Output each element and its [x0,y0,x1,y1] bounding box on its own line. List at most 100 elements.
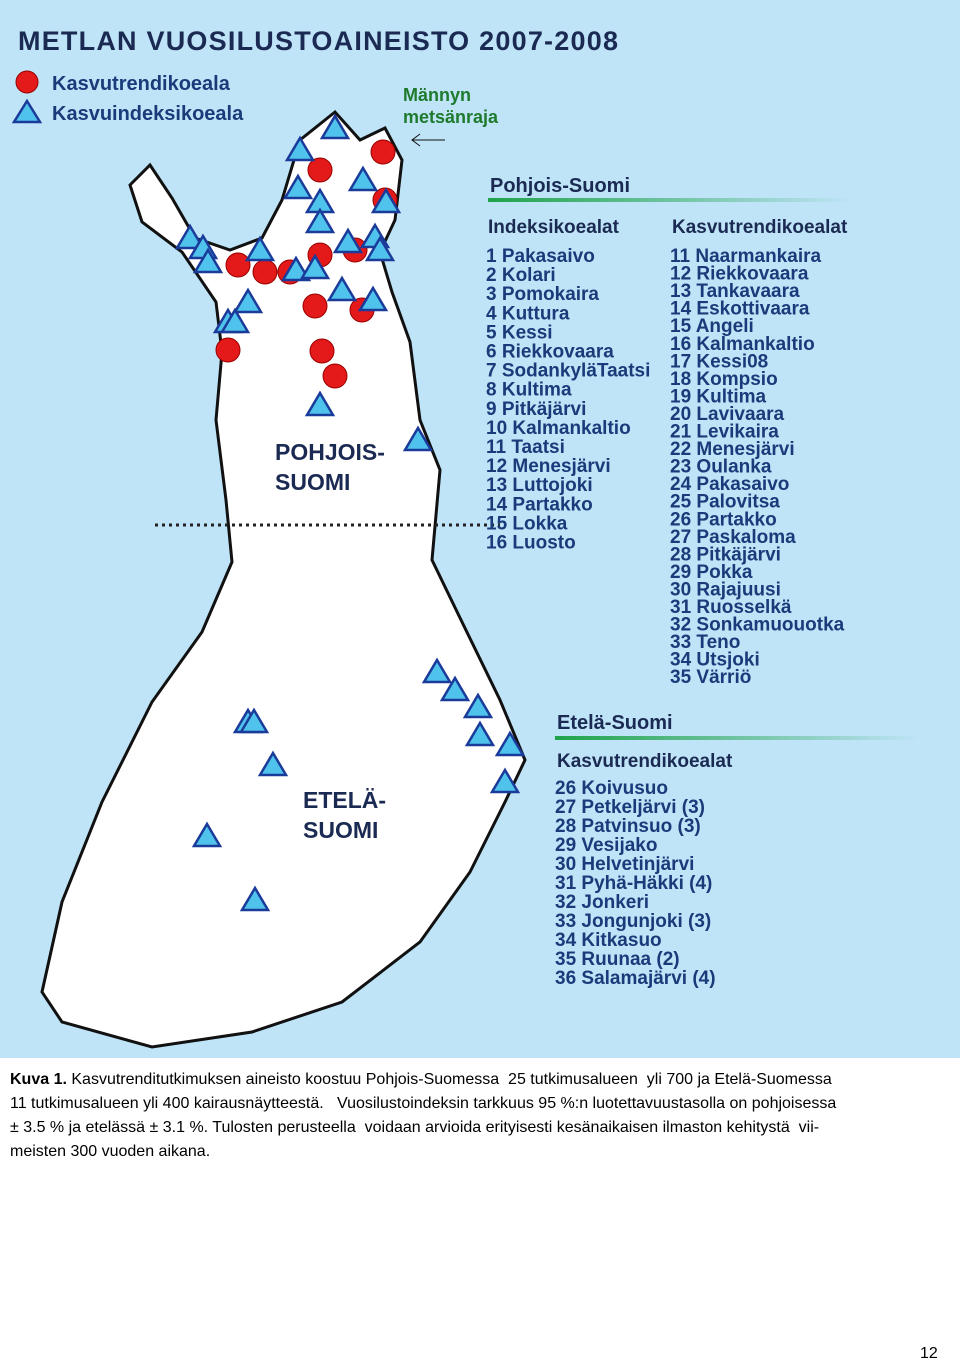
site-name: 16 Kalmankaltio [670,334,815,355]
site-triangle [421,657,453,684]
site-circle [307,157,333,183]
site-triangle [280,255,312,282]
site-triangle [238,707,270,734]
caption-label: Kuva 1. [10,1071,67,1088]
site-name: 7 SodankyläTaatsi [486,361,650,382]
site-triangle [332,227,364,254]
site-triangle [357,285,389,312]
site-circle [215,337,241,363]
page-number: 12 [920,1345,938,1362]
legend-label: Kasvuindeksikoeala [52,103,244,125]
site-name: 27 Petkeljärvi (3) [555,797,705,818]
legend-circle [15,70,39,94]
site-triangle [174,223,206,250]
site-name: 22 Menesjärvi [670,439,795,460]
site-circle [309,338,335,364]
site-triangle [191,821,223,848]
treeline-label: metsänraja [403,107,499,127]
site-name: 2 Kolari [486,265,556,286]
caption-line: meisten 300 vuoden aikana. [10,1143,211,1160]
list-header: Indeksikoealat [488,217,620,238]
site-triangle [494,730,526,757]
site-name: 12 Riekkovaara [670,264,809,285]
caption-line: ± 3.5 % ja etelässä ± 3.1 %. Tulosten pe… [10,1119,820,1136]
site-triangle [364,235,396,262]
site-name: 24 Pakasaivo [670,474,789,495]
map-label: SUOMI [303,817,378,843]
site-name: 15 Angeli [670,316,754,337]
site-circle [370,139,396,165]
site-name: 18 Kompsio [670,369,778,390]
site-name: 5 Kessi [486,322,553,343]
site-name: 23 Oulanka [670,457,772,478]
site-triangle [219,307,251,334]
map-label: ETELÄ- [303,787,386,813]
site-name: 34 Utsjoki [670,650,760,671]
site-name: 14 Eskottivaara [670,299,810,320]
site-name: 12 Menesjärvi [486,456,611,477]
site-name: 26 Koivusuo [555,778,668,799]
site-triangle [304,390,336,417]
header-underline [555,736,920,740]
site-triangle [439,675,471,702]
site-name: 20 Lavivaara [670,404,785,425]
treeline-label: Männyn [403,85,471,105]
site-name: 4 Kuttura [486,303,570,324]
site-name: 10 Kalmankaltio [486,418,631,439]
site-circle [252,259,278,285]
caption-line: Kuva 1. Kasvutrenditutkimuksen aineisto … [10,1071,832,1089]
site-triangle [464,720,496,747]
site-name: 30 Helvetinjärvi [555,854,694,875]
site-triangle [347,165,379,192]
site-triangle [239,885,271,912]
site-name: 1 Pakasaivo [486,246,595,267]
site-name: 31 Pyhä-Häkki (4) [555,873,712,894]
region-header: Pohjois-Suomi [490,175,630,197]
site-triangle [370,187,402,214]
site-name: 28 Pitkäjärvi [670,544,781,565]
site-name: 36 Salamajärvi (4) [555,968,716,989]
site-triangle [192,247,224,274]
caption-line: 11 tutkimusalueen yli 400 kairausnäyttee… [10,1095,837,1112]
list-header: Kasvutrendikoealat [672,217,848,238]
site-triangle [402,425,434,452]
legend-label: Kasvutrendikoeala [52,73,231,95]
site-circle [322,363,348,389]
site-name: 15 Lokka [486,513,568,534]
site-name: 11 Taatsi [486,437,565,458]
legend-triangle [11,98,43,124]
treeline-arrow [411,133,445,147]
site-name: 32 Sonkamuouotka [670,615,845,636]
site-name: 29 Pokka [670,562,753,583]
site-circle [225,252,251,278]
site-triangle [489,767,521,794]
site-name: 13 Luttojoki [486,475,593,496]
site-name: 35 Ruunaa (2) [555,949,680,970]
site-name: 6 Riekkovaara [486,342,614,363]
site-name: 25 Palovitsa [670,492,780,513]
site-triangle [326,275,358,302]
site-triangle [304,207,336,234]
site-triangle [282,173,314,200]
map-label: POHJOIS- [275,439,385,465]
site-name: 29 Vesijako [555,835,657,856]
site-name: 34 Kitkasuo [555,930,662,951]
site-circle [302,293,328,319]
header-underline [488,198,853,202]
site-name: 27 Paskaloma [670,527,796,548]
site-triangle [244,235,276,262]
site-triangle [232,287,264,314]
site-name: 17 Kessi08 [670,351,768,372]
figure: METLAN VUOSILUSTOAINEISTO 2007-2008 Kasv… [0,0,960,1058]
site-name: 32 Jonkeri [555,892,649,913]
site-name: 33 Teno [670,632,740,653]
site-name: 11 Naarmankaira [670,246,821,267]
site-name: 3 Pomokaira [486,284,599,305]
site-name: 26 Partakko [670,509,777,530]
list-header: Kasvutrendikoealat [557,751,733,772]
site-name: 30 Rajajuusi [670,579,781,600]
site-name: 9 Pitkäjärvi [486,399,586,420]
site-name: 16 Luosto [486,533,576,554]
site-name: 19 Kultima [670,386,767,407]
